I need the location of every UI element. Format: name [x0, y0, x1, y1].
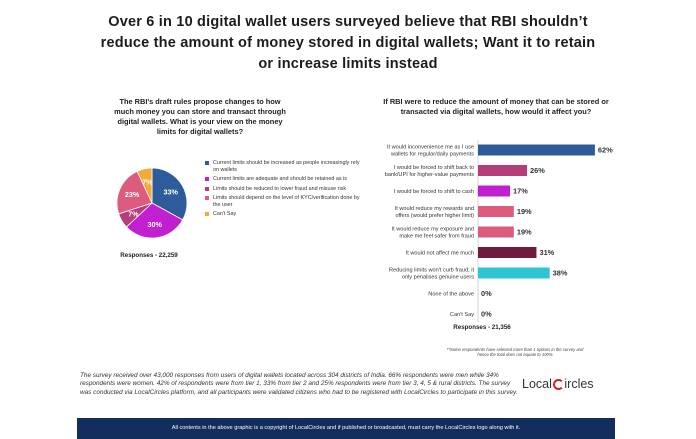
bar-value-label-7: 0%: [481, 289, 492, 298]
bar-value-label-5: 31%: [539, 248, 554, 257]
headline-line-2: reduce the amount of money stored in dig…: [100, 35, 596, 51]
legend-swatch-4: [205, 212, 209, 217]
bar-category-label-0: wallets for regular/daily payments: [390, 152, 474, 158]
bar-category-label-4: It would reduce my exposure and: [392, 226, 474, 232]
bar-category-label-8: Can't Say: [450, 312, 474, 318]
survey-methodology: The survey received over 43,000 response…: [80, 372, 518, 396]
pie-label-3: 23%: [125, 190, 140, 199]
footnote-line-1: **Some respondents have selected more th…: [446, 347, 584, 352]
headline-line-1: Over 6 in 10 digital wallet users survey…: [108, 14, 588, 30]
bar-1: [478, 165, 528, 176]
pie-label-1: 30%: [148, 220, 163, 229]
pie-legend: Current limits should be increased as pe…: [205, 160, 365, 221]
copyright-footer: All contents in the above graphic is a c…: [77, 418, 615, 439]
legend-item-2: Limits should be reduced to lower fraud …: [205, 186, 365, 193]
logo-circle-icon: [552, 379, 564, 390]
legend-item-0: Current limits should be increased as pe…: [205, 160, 365, 174]
bar-0: [478, 144, 595, 156]
legend-swatch-2: [205, 186, 209, 191]
legend-swatch-1: [205, 177, 209, 182]
bar-2: [478, 185, 511, 197]
bar-category-label-1: I would be forced to shift back to: [394, 165, 474, 171]
legend-swatch-0: [205, 161, 209, 165]
legend-label-1: Current limits are adequate and should b…: [213, 176, 347, 183]
legend-item-3: Limits should depend on the level of KYC…: [205, 195, 365, 209]
pie-slice-4: [136, 167, 153, 204]
legend-label-3: Limits should depend on the level of KYC…: [213, 194, 360, 208]
bar-category-label-1: bank/UPI for higher-value payments: [385, 172, 474, 178]
bar-category-label-4: make me feel safer from fraud: [399, 234, 474, 240]
pie-question: The RBI's draft rules propose changes to…: [114, 97, 286, 136]
bar-category-label-6: only penalises genuine users: [402, 275, 474, 281]
legend-item-4: Can't Say: [205, 211, 365, 218]
pie-label-2: 7%: [128, 210, 139, 219]
bar-value-label-1: 26%: [530, 166, 545, 175]
pie-label-0: 33%: [163, 187, 178, 196]
bar-4: [478, 226, 514, 238]
bar-value-label-4: 19%: [517, 228, 532, 237]
legend-label-4: Can't Say: [213, 211, 237, 218]
bar-value-label-0: 62%: [598, 146, 613, 155]
localcircles-logo: Local ircles: [522, 377, 602, 395]
logo-text-local: Local: [522, 377, 552, 391]
footnote-line-2: hence the total does not equate to 100%: [477, 352, 553, 358]
pie-responses-count: Responses - 22,259: [120, 252, 178, 259]
bar-category-label-5: It would not affect me much: [406, 251, 474, 257]
bar-category-label-0: It would inconvenience me as I use: [387, 144, 474, 150]
headline-line-3: or increase limits instead: [258, 56, 438, 72]
pie-slice-1: [125, 202, 184, 239]
bar-5: [478, 247, 537, 258]
bar-value-label-3: 19%: [517, 207, 532, 216]
bar-chart: 62% It would inconvenience me as I use wal…: [385, 140, 613, 322]
bar-category-label-3: It would reduce my rewards and: [395, 206, 474, 212]
bar-value-label-8: 0%: [481, 310, 492, 319]
bar-6: [478, 267, 550, 279]
bar-value-label-6: 38%: [553, 269, 568, 278]
pie-chart: 33%30%7%23%7%: [116, 167, 188, 239]
bar-category-label-3: offers (would prefer higher limit): [395, 213, 474, 219]
legend-label-0: Current limits should be increased as pe…: [213, 160, 360, 173]
pie-slice-0: [151, 167, 188, 221]
bar-question: If RBI were to reduce the amount of mone…: [383, 97, 609, 116]
bar-category-label-6: Reducing limits won't curb fraud; it: [389, 267, 474, 273]
logo-text-ircles: ircles: [564, 377, 594, 391]
bar-category-label-2: I would be forced to shift to cash: [394, 189, 474, 195]
bar-value-label-2: 17%: [513, 187, 528, 196]
legend-swatch-3: [205, 195, 209, 200]
pie-slice-3: [116, 170, 153, 215]
bar-3: [478, 206, 514, 217]
bar-responses-count: Responses - 21,356: [453, 324, 511, 331]
bar-footnote: **Some respondents have selected more th…: [370, 347, 660, 358]
pie-label-4: 7%: [142, 177, 153, 186]
legend-label-2: Limits should be reduced to lower fraud …: [213, 185, 347, 192]
bar-category-label-7: None of the above: [428, 292, 474, 298]
legend-item-1: Current limits are adequate and should b…: [205, 176, 365, 183]
headline: Over 6 in 10 digital wallet users survey…: [40, 12, 656, 75]
